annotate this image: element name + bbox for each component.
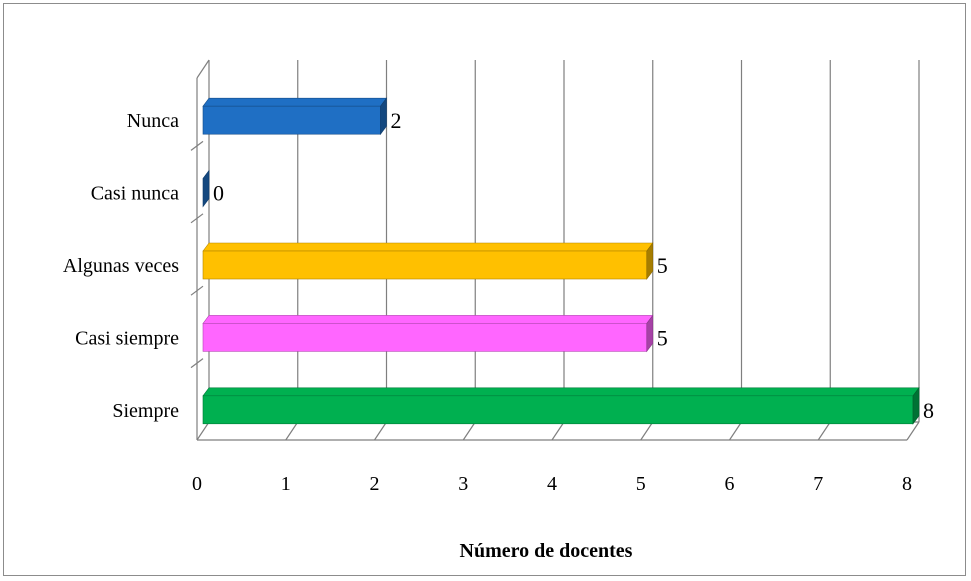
y-tick-2 <box>190 213 204 224</box>
floor-line-3 <box>462 421 476 441</box>
x-tick-label-6: 6 <box>725 473 735 495</box>
bar-side-face <box>380 97 387 136</box>
bar-side-face <box>646 242 654 280</box>
bar-layer <box>202 97 920 425</box>
data-label-algunas-veces: 5 <box>657 253 668 278</box>
label-layer: 0 1 2 3 4 5 6 7 8 Nunca 2 Casi nunca 0 Algunas veces 5… <box>63 108 934 495</box>
floor-line-6 <box>729 421 742 441</box>
data-label-casi-nunca: 0 <box>213 181 224 206</box>
x-tick-label-3: 3 <box>458 473 468 495</box>
bar-front-face <box>202 395 914 425</box>
x-tick-label-8: 8 <box>902 473 912 495</box>
y-tick-4 <box>190 358 204 369</box>
floor-line-8 <box>906 421 920 441</box>
category-label-algunas-veces: Algunas veces <box>63 255 179 277</box>
bar-front-face <box>202 105 381 135</box>
x-tick-label-4: 4 <box>547 473 557 495</box>
category-label-nunca: Nunca <box>127 110 179 132</box>
bar-side-face <box>646 314 654 353</box>
x-tick-label-1: 1 <box>281 473 291 495</box>
bar-top-face <box>202 242 654 252</box>
category-label-casi-nunca: Casi nunca <box>91 183 179 205</box>
bar-front-face <box>202 323 648 352</box>
x-tick-label-2: 2 <box>370 473 380 495</box>
x-tick-label-7: 7 <box>813 473 823 495</box>
bar-top-face <box>202 387 920 397</box>
bar-casi-siempre <box>202 314 654 353</box>
bar-nunca <box>202 97 388 136</box>
floor-line-5 <box>640 421 654 441</box>
chart-frame <box>3 3 966 576</box>
x-tick-label-0: 0 <box>192 473 202 495</box>
bar-side-face <box>202 169 210 208</box>
bar-top-face <box>202 97 388 107</box>
floor-line-2 <box>374 421 387 441</box>
x-tick-label-5: 5 <box>636 473 646 495</box>
y-axis-top-edge <box>196 59 210 79</box>
data-label-casi-siempre: 5 <box>657 325 668 350</box>
floor-line-1 <box>285 421 299 441</box>
floor-line-4 <box>551 421 565 441</box>
bar-front-face <box>202 250 648 280</box>
bar-algunas-veces <box>202 242 654 280</box>
data-label-nunca: 2 <box>391 108 402 133</box>
bar-siempre <box>202 386 920 425</box>
x-axis-title: Número de docentes <box>460 540 633 562</box>
axis-layer <box>190 59 907 441</box>
bar-top-face <box>202 315 654 324</box>
floor-line-0 <box>196 421 210 441</box>
y-tick-1 <box>190 140 204 151</box>
floor-line-7 <box>817 421 831 441</box>
category-label-siempre: Siempre <box>112 400 179 422</box>
bar-side-face <box>912 386 920 425</box>
y-tick-3 <box>190 285 204 296</box>
data-label-siempre: 8 <box>923 398 934 423</box>
category-label-casi-siempre: Casi siempre <box>75 327 179 349</box>
bar-casi-nunca <box>202 169 210 208</box>
